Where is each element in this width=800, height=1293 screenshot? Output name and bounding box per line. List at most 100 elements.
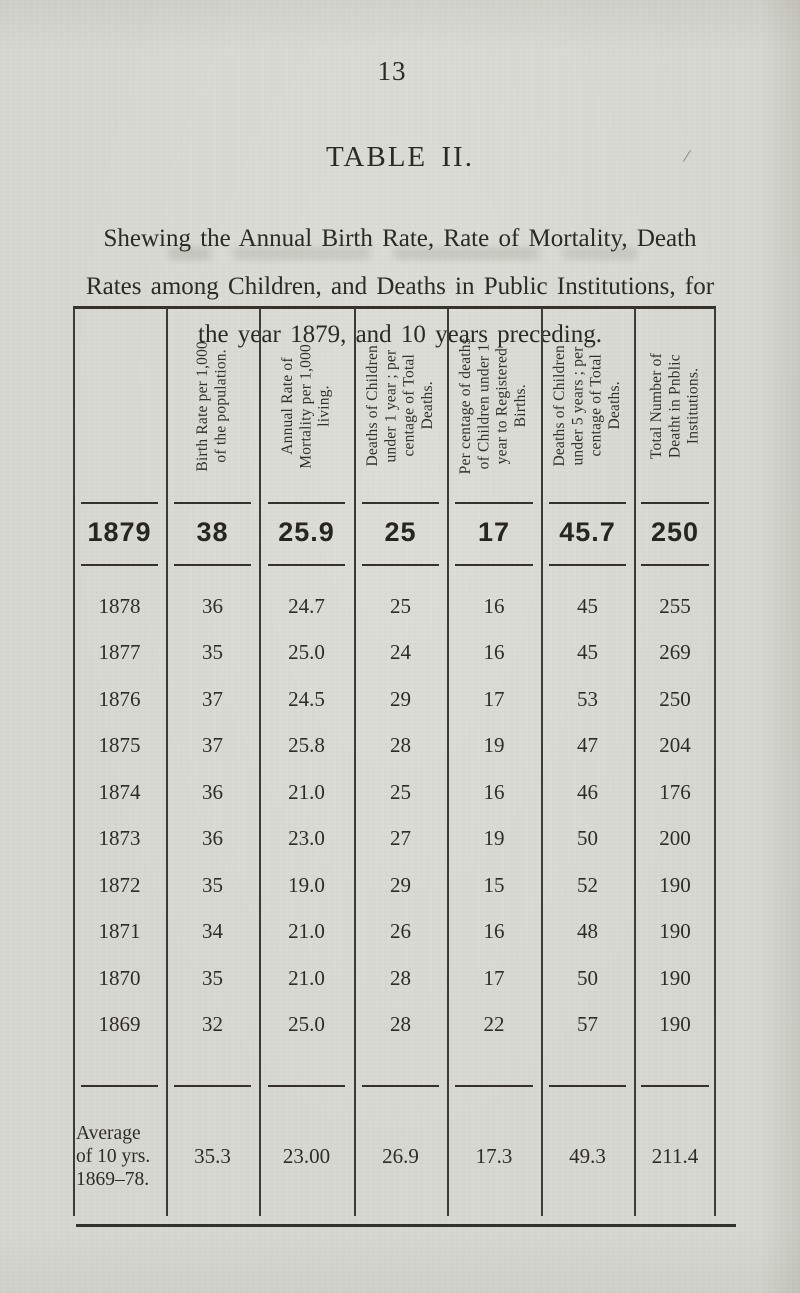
table-row: 1870 35 21.0 28 17 50 190 — [73, 955, 716, 1002]
value-cell: 204 — [659, 733, 691, 758]
value-cell: 34 — [202, 919, 223, 944]
value-cell: 53 — [577, 686, 598, 711]
cell-separator-line — [73, 564, 166, 566]
year-cell: 1876 — [98, 686, 141, 711]
value-cell: 45 — [577, 593, 598, 618]
table-top-border — [73, 306, 716, 309]
value-cell: 269 — [659, 640, 691, 665]
column-header-label: Annual Rate of Mortality per 1,000 livin… — [279, 343, 333, 469]
page-title: TABLE II. — [326, 141, 474, 173]
value-cell: 21.0 — [288, 779, 325, 804]
value-cell: 190 — [659, 919, 691, 944]
cell-separator-line — [354, 502, 447, 504]
value-cell: 17 — [483, 965, 505, 990]
value-cell: 25 — [390, 593, 411, 618]
value-cell: 24.7 — [288, 593, 325, 618]
value-cell: 15 — [483, 872, 505, 897]
year-cell: 1878 — [98, 593, 141, 618]
average-separator — [73, 1085, 716, 1087]
cell-separator-line — [73, 502, 166, 504]
cell-separator-line — [166, 1085, 259, 1087]
table-vertical-rule — [714, 308, 716, 1216]
year-cell: 1879 — [87, 516, 152, 547]
column-header: Deaths of Children under 1 year ; per ce… — [354, 309, 447, 503]
average-value-cell: 35.3 — [194, 1143, 231, 1168]
value-cell: 28 — [390, 965, 411, 990]
cell-separator-line — [354, 564, 447, 566]
value-cell: 255 — [659, 593, 691, 618]
cell-separator-line — [259, 564, 354, 566]
value-cell: 45 — [577, 640, 598, 665]
row-separator — [73, 564, 716, 566]
value-cell: 190 — [659, 1012, 691, 1037]
value-cell: 47 — [577, 733, 598, 758]
average-value-cell: 17.3 — [475, 1143, 513, 1168]
value-cell: 26 — [390, 919, 411, 944]
value-cell: 19 — [483, 826, 505, 851]
average-value-cell: 49.3 — [569, 1143, 606, 1168]
value-cell: 48 — [577, 919, 598, 944]
value-cell: 29 — [390, 872, 411, 897]
column-header-label: Deaths of Children under 5 years ; per c… — [550, 345, 623, 467]
value-cell: 37 — [202, 686, 223, 711]
value-cell: 24 — [390, 640, 411, 665]
cell-separator-line — [634, 502, 716, 504]
value-cell: 35 — [202, 965, 223, 990]
value-cell: 176 — [659, 779, 691, 804]
cell-separator-line — [73, 1085, 166, 1087]
column-header: Total Number of Deatht in Pnblic Institu… — [634, 309, 716, 503]
value-cell: 32 — [202, 1012, 223, 1037]
average-label-cell: Average of 10 yrs. 1869–78. — [76, 1122, 151, 1190]
column-header-label: Total Number of Deatht in Pnblic Institu… — [647, 352, 702, 460]
value-cell: 50 — [577, 965, 598, 990]
table-row: 1878 36 24.7 25 16 45 255 — [73, 583, 716, 630]
table-vertical-rule — [354, 308, 356, 1216]
year-cell: 1875 — [98, 733, 141, 758]
cell-separator-line — [447, 564, 541, 566]
cell-separator-line — [634, 564, 716, 566]
table-row: 1875 37 25.8 28 19 47 204 — [73, 723, 716, 770]
cell-separator-line — [259, 1085, 354, 1087]
cell-separator-line — [166, 502, 259, 504]
cell-separator-line — [541, 564, 634, 566]
year-cell: 1871 — [98, 919, 141, 944]
table-average-row: Average of 10 yrs. 1869–78. 35.3 23.00 26.9… — [73, 1089, 716, 1223]
value-cell: 190 — [659, 872, 691, 897]
value-cell: 36 — [202, 593, 223, 618]
column-header: Per centage of deaths of Children under … — [447, 309, 541, 503]
value-cell: 17 — [477, 516, 511, 547]
year-cell: 1877 — [98, 640, 141, 665]
column-header-label: Deaths of Children under 1 year ; per ce… — [363, 345, 436, 467]
column-header-label: Per centage of deaths of Children under … — [457, 337, 530, 475]
statistics-table: Birth Rate per 1,000 of the population. A… — [73, 306, 736, 1230]
value-cell: 25.8 — [288, 733, 325, 758]
table-body-rows: 1878 36 24.7 25 16 45 255 1877 35 25.0 24 16 45 269 18… — [73, 568, 716, 1083]
cell-separator-line — [541, 502, 634, 504]
value-cell: 27 — [390, 826, 411, 851]
caption-line: Rates among Children, and Deaths in Publ… — [85, 273, 715, 300]
table-vertical-rule — [541, 308, 543, 1216]
show-through-smudge — [168, 247, 638, 260]
value-cell: 16 — [483, 640, 505, 665]
table-vertical-rule — [447, 308, 449, 1216]
value-cell: 23.0 — [288, 826, 325, 851]
table-bottom-border — [76, 1224, 736, 1227]
value-cell: 21.0 — [288, 919, 325, 944]
table-vertical-rule — [259, 308, 261, 1216]
value-cell: 16 — [483, 779, 505, 804]
value-cell: 190 — [659, 965, 691, 990]
value-cell: 250 — [659, 686, 691, 711]
caption-line: Shewing the Annual Birth Rate, Rate of M… — [103, 225, 697, 252]
value-cell: 29 — [390, 686, 411, 711]
table-row: 1871 34 21.0 26 16 48 190 — [73, 909, 716, 956]
table-row: 1874 36 21.0 25 16 46 176 — [73, 769, 716, 816]
value-cell: 16 — [483, 593, 505, 618]
page-number: 13 — [377, 56, 407, 86]
table-row-1879: 1879 38 25.9 25 17 45.7 250 — [73, 503, 716, 561]
header-separator — [73, 502, 716, 504]
value-cell: 28 — [390, 1012, 411, 1037]
table-vertical-rule — [634, 308, 636, 1216]
value-cell: 52 — [577, 872, 598, 897]
table-row: 1869 32 25.0 28 22 57 190 — [73, 1002, 716, 1049]
year-cell: 1874 — [98, 779, 141, 804]
